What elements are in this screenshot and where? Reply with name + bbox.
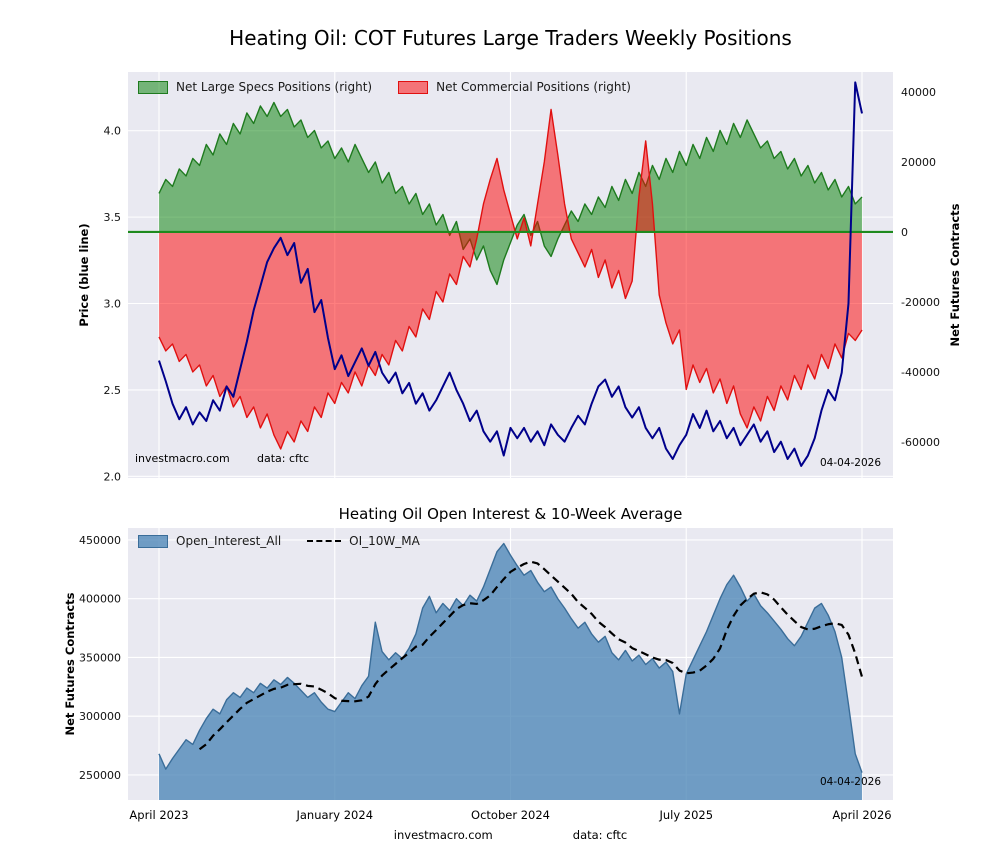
open-interest-swatch (138, 534, 168, 548)
ma-label: OI_10W_MA (349, 534, 420, 548)
bottom-left-axis-label: Net Futures Contracts (63, 592, 77, 736)
top-chart-title: Heating Oil: COT Futures Large Traders W… (229, 26, 792, 50)
footer-watermark: investmacro.com (393, 828, 493, 842)
ma-dashed-line-sample (307, 540, 342, 542)
legend-item-large-specs: Net Large Specs Positions (right) (138, 80, 372, 94)
legend-item-commercials: Net Commercial Positions (right) (398, 80, 631, 94)
commercials-label: Net Commercial Positions (right) (436, 80, 631, 94)
open-interest-label: Open_Interest_All (176, 534, 282, 548)
top-date-annotation: 04-04-2026 (820, 457, 882, 469)
bottom-chart-title: Heating Oil Open Interest & 10-Week Aver… (338, 505, 683, 523)
legend-item-open-interest: Open_Interest_All (138, 534, 281, 548)
bottom-date-annotation: 04-04-2026 (820, 776, 882, 788)
large-specs-label: Net Large Specs Positions (right) (176, 80, 373, 94)
commercials-swatch (398, 80, 429, 94)
top-watermark: investmacro.com (135, 452, 230, 465)
top-right-axis-label: Net Futures Contracts (948, 203, 962, 347)
figure-footer: investmacro.com data: cftc (0, 828, 1000, 842)
top-left-axis-label: Price (blue line) (77, 223, 91, 327)
bottom-legend: Open_Interest_All OI_10W_MA (138, 534, 420, 548)
footer-data-source: data: cftc (572, 828, 628, 842)
large-specs-swatch (138, 80, 168, 94)
legend-item-ma: OI_10W_MA (307, 534, 420, 548)
top-data-source: data: cftc (257, 452, 310, 465)
top-legend: Net Large Specs Positions (right) Net Co… (138, 80, 631, 94)
